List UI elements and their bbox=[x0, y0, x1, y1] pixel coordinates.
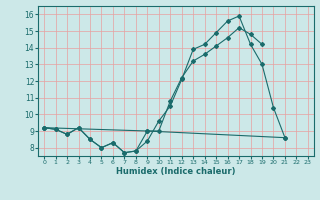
X-axis label: Humidex (Indice chaleur): Humidex (Indice chaleur) bbox=[116, 167, 236, 176]
